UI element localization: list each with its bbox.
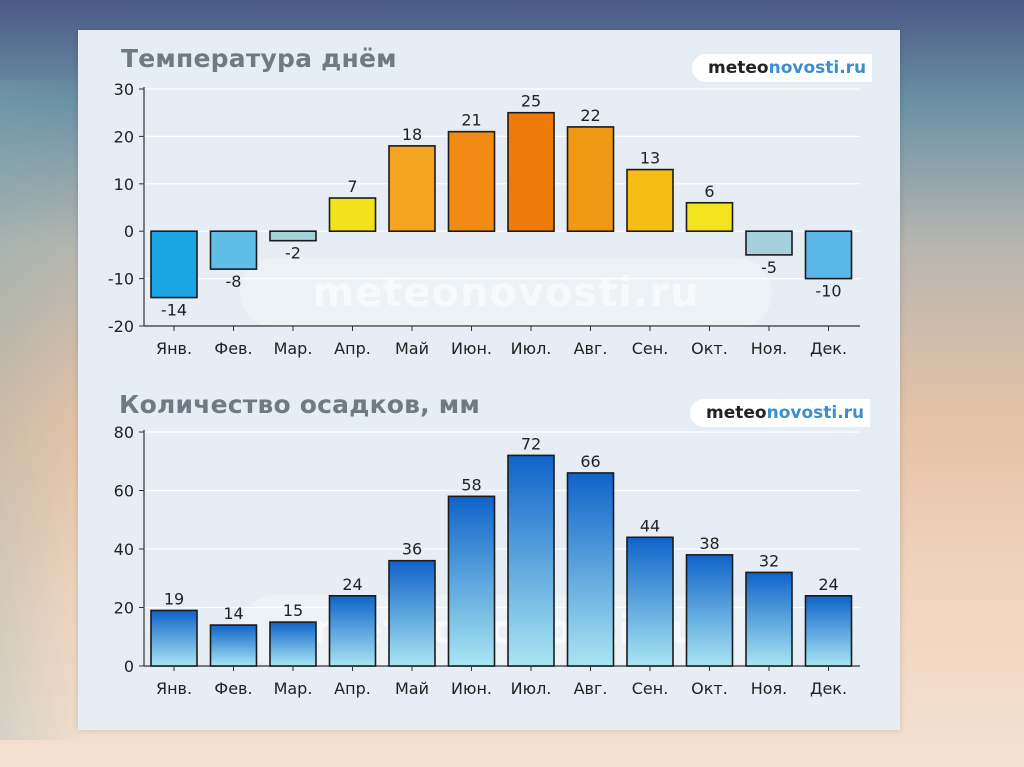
rain-bar xyxy=(804,594,853,667)
brand-part1: meteo xyxy=(706,403,767,423)
rain-bar xyxy=(209,624,258,667)
rain-ytick-label: 80 xyxy=(114,423,134,442)
rain-ytick-label: 40 xyxy=(114,540,134,559)
temp-category-label: Май xyxy=(395,339,429,358)
temp-ytick-label: 20 xyxy=(114,127,134,146)
rain-category-label: Дек. xyxy=(810,679,847,698)
rain-category-label: Авг. xyxy=(574,679,608,698)
temp-category-label: Сен. xyxy=(632,339,669,358)
brand-part2: novosti.ru xyxy=(766,403,865,423)
brand-logo-precipitation[interactable]: meteonovosti.ru xyxy=(690,399,871,427)
rain-bar xyxy=(507,454,555,667)
temp-bar xyxy=(804,230,853,280)
rain-bar xyxy=(328,594,377,667)
temp-ytick-label: 30 xyxy=(114,80,134,99)
rain-bar xyxy=(150,609,198,667)
rain-bar xyxy=(388,559,436,667)
temp-category-label: Июн. xyxy=(451,339,492,358)
temperature-chart-title: Температура днём xyxy=(121,44,397,73)
temp-data-label: -2 xyxy=(285,244,301,263)
temp-category-label: Дек. xyxy=(810,339,847,358)
rain-bar xyxy=(745,571,793,667)
temp-bar xyxy=(209,230,258,270)
temp-ytick-label: -10 xyxy=(108,270,134,289)
rain-data-label: 32 xyxy=(759,551,779,570)
background-glow xyxy=(0,80,90,740)
temp-data-label: 7 xyxy=(347,177,357,196)
temp-bar xyxy=(328,197,377,233)
rain-category-label: Янв. xyxy=(156,679,192,698)
rain-data-label: 14 xyxy=(223,604,243,623)
temp-data-label: 25 xyxy=(521,92,541,111)
chart-panel: Температура днём meteonovosti.ru Количес… xyxy=(78,30,900,730)
temp-category-label: Фев. xyxy=(214,339,252,358)
rain-category-label: Мар. xyxy=(274,679,313,698)
rain-data-label: 36 xyxy=(402,540,422,559)
temp-category-label: Янв. xyxy=(156,339,192,358)
rain-category-label: Май xyxy=(395,679,429,698)
temp-data-label: -14 xyxy=(161,301,187,320)
rain-category-label: Июл. xyxy=(511,679,552,698)
rain-data-label: 19 xyxy=(164,589,184,608)
temp-bar xyxy=(566,126,615,232)
temp-category-label: Апр. xyxy=(334,339,371,358)
temp-ytick-label: 10 xyxy=(114,175,134,194)
temp-ytick-label: -20 xyxy=(108,317,134,336)
rain-ytick-label: 60 xyxy=(114,482,134,501)
rain-bar xyxy=(626,536,674,667)
rain-category-label: Окт. xyxy=(691,679,728,698)
temp-category-label: Окт. xyxy=(691,339,728,358)
rain-ytick-label: 0 xyxy=(124,657,134,676)
rain-category-label: Фев. xyxy=(214,679,252,698)
rain-data-label: 44 xyxy=(640,516,660,535)
rain-category-label: Апр. xyxy=(334,679,371,698)
bar-charts: -20 -10 0 10 20 30 -14 Янв. -8 Фев. -2 Мар. 7 Апр. 18 М… xyxy=(108,80,860,698)
temp-bar xyxy=(626,168,674,233)
rain-category-label: Июн. xyxy=(451,679,492,698)
rain-data-label: 58 xyxy=(461,475,481,494)
rain-data-label: 24 xyxy=(818,575,838,594)
rain-bar xyxy=(269,621,317,667)
rain-bar xyxy=(566,472,615,667)
rain-data-label: 66 xyxy=(580,452,600,471)
temp-category-label: Авг. xyxy=(574,339,608,358)
rain-data-label: 72 xyxy=(521,434,541,453)
rain-data-label: 15 xyxy=(283,601,303,620)
rain-category-label: Сен. xyxy=(632,679,669,698)
temp-data-label: 21 xyxy=(461,111,481,130)
temp-data-label: 22 xyxy=(580,106,600,125)
temp-bar xyxy=(150,230,198,299)
rain-data-label: 24 xyxy=(342,575,362,594)
temp-category-label: Мар. xyxy=(274,339,313,358)
brand-part1: meteo xyxy=(708,58,769,78)
rain-data-label: 38 xyxy=(699,534,719,553)
brand-logo-temperature[interactable]: meteonovosti.ru xyxy=(692,54,873,82)
rain-ytick-label: 20 xyxy=(114,599,134,618)
precipitation-chart-title: Количество осадков, мм xyxy=(119,390,481,419)
temp-bar xyxy=(447,130,496,233)
temp-bar xyxy=(685,201,734,232)
temp-data-label: 18 xyxy=(402,125,422,144)
brand-part2: novosti.ru xyxy=(768,58,867,78)
temp-data-label: -5 xyxy=(761,258,777,277)
rain-category-label: Ноя. xyxy=(751,679,788,698)
temp-data-label: 6 xyxy=(704,182,714,201)
temp-data-label: -10 xyxy=(815,282,841,301)
temp-bar xyxy=(269,230,317,242)
temp-bar xyxy=(507,111,555,232)
watermark-temperature: meteonovosti.ru xyxy=(240,258,772,328)
temp-category-label: Ноя. xyxy=(751,339,788,358)
temp-data-label: 13 xyxy=(640,149,660,168)
rain-bar xyxy=(685,554,734,667)
temp-data-label: -8 xyxy=(226,272,242,291)
rain-bar xyxy=(447,495,496,667)
temp-category-label: Июл. xyxy=(511,339,552,358)
temp-ytick-label: 0 xyxy=(124,222,134,241)
temp-bar xyxy=(388,145,436,232)
temp-bar xyxy=(745,230,793,256)
